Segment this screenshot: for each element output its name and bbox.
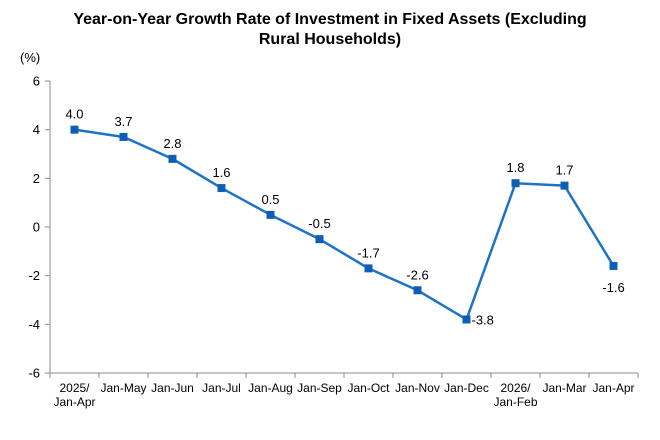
data-label: 0.5 — [261, 192, 279, 207]
series-segment — [171, 157, 223, 190]
series-segment — [73, 128, 125, 139]
data-label: 1.7 — [555, 163, 573, 178]
data-label: -2.6 — [406, 267, 428, 282]
y-tick-label: -4 — [28, 317, 40, 332]
series-segment — [465, 181, 517, 321]
data-point-marker — [462, 315, 471, 324]
x-tick-label: Jan-Nov — [395, 381, 440, 395]
y-tick-label: 2 — [33, 171, 40, 186]
x-tick-label: Jan-Jul — [202, 381, 241, 395]
data-point-marker — [119, 132, 128, 141]
x-tick-label: Jan-Mar — [542, 381, 586, 395]
x-axis-ticks: 2025/Jan-Apr Jan-May Jan-Jun Jan-Jul Jan-Aug… — [49, 373, 639, 409]
y-tick-label: -6 — [28, 366, 40, 381]
data-label: -0.5 — [308, 216, 330, 231]
y-tick-label: 4 — [33, 122, 40, 137]
chart-title: Year-on-Year Growth Rate of Investment i… — [0, 10, 660, 50]
data-label: 4.0 — [65, 107, 83, 122]
data-label: 2.8 — [163, 136, 181, 151]
chart-title-line-1: Year-on-Year Growth Rate of Investment i… — [73, 11, 587, 28]
chart-axes — [49, 81, 638, 374]
data-label: 1.6 — [212, 165, 230, 180]
data-label: -3.8 — [472, 312, 494, 327]
y-tick-label: 6 — [33, 74, 40, 89]
series-markers — [70, 125, 618, 324]
x-tick-label: Jan-Jun — [151, 381, 194, 395]
x-tick-label: Jan-Oct — [347, 381, 390, 395]
data-point-marker — [168, 154, 177, 163]
series-segment — [318, 237, 370, 270]
series-segment — [122, 135, 174, 161]
y-axis-ticks: 6 4 2 0 -2 -4 -6 — [28, 74, 50, 381]
data-label: -1.6 — [602, 280, 624, 295]
series-segment — [416, 289, 468, 321]
x-tick-label: Jan-Dec — [444, 381, 489, 395]
data-point-marker — [560, 181, 569, 190]
x-tick-label: 2026/Jan-Feb — [493, 381, 537, 409]
data-point-marker — [413, 286, 422, 295]
x-tick-label: Jan-Apr — [592, 381, 634, 395]
data-point-marker — [315, 235, 324, 244]
data-label: 3.7 — [114, 114, 132, 129]
data-label: -1.7 — [357, 245, 379, 260]
data-point-marker — [609, 261, 618, 270]
data-labels: 4.0 3.7 2.8 1.6 0.5 -0.5 -1.7 -2.6 -3.8 1.8 1.7 -1.… — [65, 107, 624, 328]
data-label: 1.8 — [506, 160, 524, 175]
series-segment — [269, 213, 321, 241]
data-point-marker — [266, 210, 275, 219]
x-tick-label: Jan-May — [100, 381, 146, 395]
series-segment — [367, 267, 419, 292]
x-tick-label: 2025/Jan-Apr — [53, 381, 95, 409]
data-point-marker — [217, 184, 226, 193]
series-segment — [563, 184, 615, 268]
y-tick-label: -2 — [28, 268, 40, 283]
data-point-marker — [364, 264, 373, 273]
y-tick-label: 0 — [33, 220, 40, 235]
series-segment — [514, 181, 566, 187]
x-tick-label: Jan-Sep — [297, 381, 342, 395]
data-point-marker — [70, 125, 79, 134]
x-tick-label: Jan-Aug — [248, 381, 293, 395]
y-axis-unit: (%) — [20, 50, 41, 65]
data-point-marker — [511, 179, 520, 188]
series-segment — [220, 186, 272, 217]
series-line — [73, 128, 615, 321]
chart-title-line-2: Rural Households) — [258, 31, 402, 48]
